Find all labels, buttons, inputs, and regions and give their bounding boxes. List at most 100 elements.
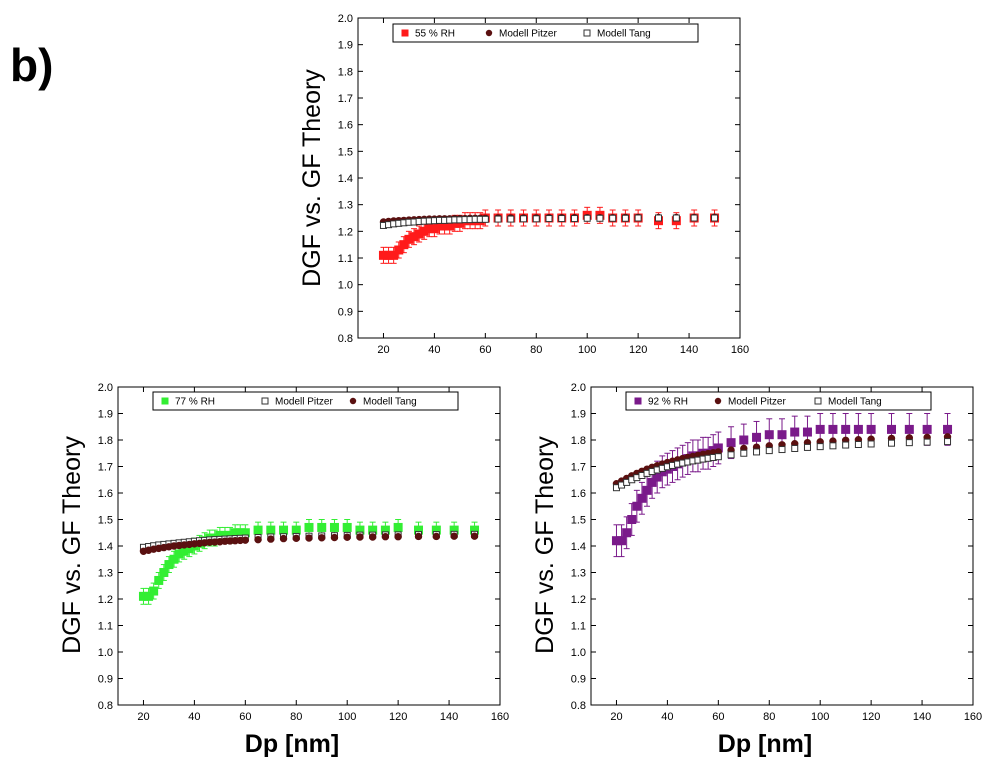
x-tick-label: 20 <box>377 344 389 356</box>
y-tick-label: 2.0 <box>338 13 353 25</box>
data-point <box>583 214 591 222</box>
data-point <box>853 424 863 434</box>
x-tick-label: 160 <box>964 711 982 723</box>
data-point <box>711 214 719 222</box>
x-tick-label: 80 <box>290 711 302 723</box>
data-point <box>690 214 698 222</box>
plot-frame <box>357 17 741 339</box>
legend-marker <box>485 29 493 37</box>
y-tick-label: 1.8 <box>98 435 113 447</box>
data-point <box>922 424 932 434</box>
data-point <box>304 522 314 532</box>
y-tick-label: 0.8 <box>98 700 113 712</box>
data-point <box>802 427 812 437</box>
data-point <box>854 441 862 449</box>
x-tick-label: 60 <box>239 711 251 723</box>
data-point <box>253 525 263 535</box>
y-tick-label: 1.2 <box>338 226 353 238</box>
data-point <box>164 560 174 570</box>
y-tick-label: 1.5 <box>98 515 113 527</box>
x-tick-label: 100 <box>811 711 829 723</box>
data-point <box>816 443 824 451</box>
data-point <box>905 439 913 447</box>
y-axis-label: DGF vs. GF Theory <box>531 436 559 654</box>
data-point <box>399 240 409 250</box>
data-point <box>169 554 179 564</box>
x-tick-label: 20 <box>610 711 622 723</box>
data-point <box>887 424 897 434</box>
y-tick-label: 1.3 <box>571 568 586 580</box>
data-point <box>642 485 652 495</box>
data-point <box>841 424 851 434</box>
y-tick-label: 1.6 <box>98 488 113 500</box>
data-point <box>647 477 657 487</box>
legend-marker <box>161 397 169 405</box>
data-point <box>803 443 811 451</box>
data-point <box>727 451 735 459</box>
data-point <box>888 439 896 447</box>
y-tick-label: 1.3 <box>98 568 113 580</box>
legend: 92 % RH Modell Pitzer Modell Tang <box>625 391 932 411</box>
data-point <box>867 440 875 448</box>
data-point <box>389 250 399 260</box>
x-tick-label: 140 <box>913 711 931 723</box>
legend: 77 % RH Modell Pitzer Modell Tang <box>152 391 459 411</box>
data-point <box>739 435 749 445</box>
x-tick-label: 60 <box>479 344 491 356</box>
legend-box <box>392 23 699 43</box>
y-axis-label: DGF vs. GF Theory <box>298 69 326 287</box>
legend-label: 77 % RH <box>175 397 215 408</box>
legend-marker <box>349 397 357 405</box>
legend-label: Modell Tang <box>363 397 417 408</box>
x-tick-label: 120 <box>389 711 407 723</box>
data-point <box>752 432 762 442</box>
data-point <box>778 446 786 454</box>
data-point <box>714 453 722 461</box>
x-tick-label: 120 <box>629 344 647 356</box>
series-modell-tang <box>612 438 952 492</box>
data-point <box>632 501 642 511</box>
x-tick-label: 140 <box>680 344 698 356</box>
series-modell-pitzer <box>612 433 952 488</box>
y-tick-label: 1.9 <box>338 40 353 52</box>
y-tick-label: 1.4 <box>571 541 586 553</box>
legend-marker <box>583 29 591 37</box>
data-point <box>394 533 402 541</box>
y-tick-label: 1.7 <box>571 462 586 474</box>
data-point <box>144 591 154 601</box>
data-point <box>291 525 301 535</box>
data-point <box>617 536 627 546</box>
legend-label: 55 % RH <box>415 29 455 40</box>
chart-2: 0.8 0.9 1.0 1.1 1.2 1.3 1.4 1.5 1.6 1.7 1.8 1.9 2.0 2… <box>58 382 509 758</box>
data-point <box>149 586 159 596</box>
legend: 55 % RH Modell Pitzer Modell Tang <box>392 23 699 43</box>
x-axis-label: Dp [nm] <box>718 730 812 758</box>
data-point <box>241 536 250 544</box>
data-point <box>494 215 502 223</box>
series-modell-tang <box>379 214 719 229</box>
data-point <box>753 448 761 456</box>
data-point <box>532 215 540 223</box>
chart-1: 0.8 0.9 1.0 1.1 1.2 1.3 1.4 1.5 1.6 1.7 1.8 1.9 2.0 2… <box>298 13 749 356</box>
data-point <box>558 215 566 223</box>
data-point <box>414 532 423 541</box>
y-tick-label: 1.2 <box>571 594 586 606</box>
y-tick-label: 0.9 <box>571 674 586 686</box>
y-tick-label: 1.6 <box>338 120 353 132</box>
x-tick-label: 100 <box>578 344 596 356</box>
panel-label: b) <box>10 39 54 91</box>
y-tick-label: 0.9 <box>98 674 113 686</box>
y-tick-label: 1.9 <box>571 409 586 421</box>
data-point <box>828 424 838 434</box>
legend-box <box>152 391 459 411</box>
data-point <box>520 215 528 223</box>
data-point <box>923 438 931 446</box>
legend-label: Modell Pitzer <box>275 397 333 408</box>
data-point <box>267 535 275 543</box>
data-point <box>943 424 953 434</box>
legend-label: Modell Pitzer <box>728 397 786 408</box>
data-point <box>305 534 313 542</box>
y-tick-label: 1.7 <box>98 462 113 474</box>
y-tick-label: 2.0 <box>571 382 586 394</box>
legend-marker <box>261 397 269 405</box>
